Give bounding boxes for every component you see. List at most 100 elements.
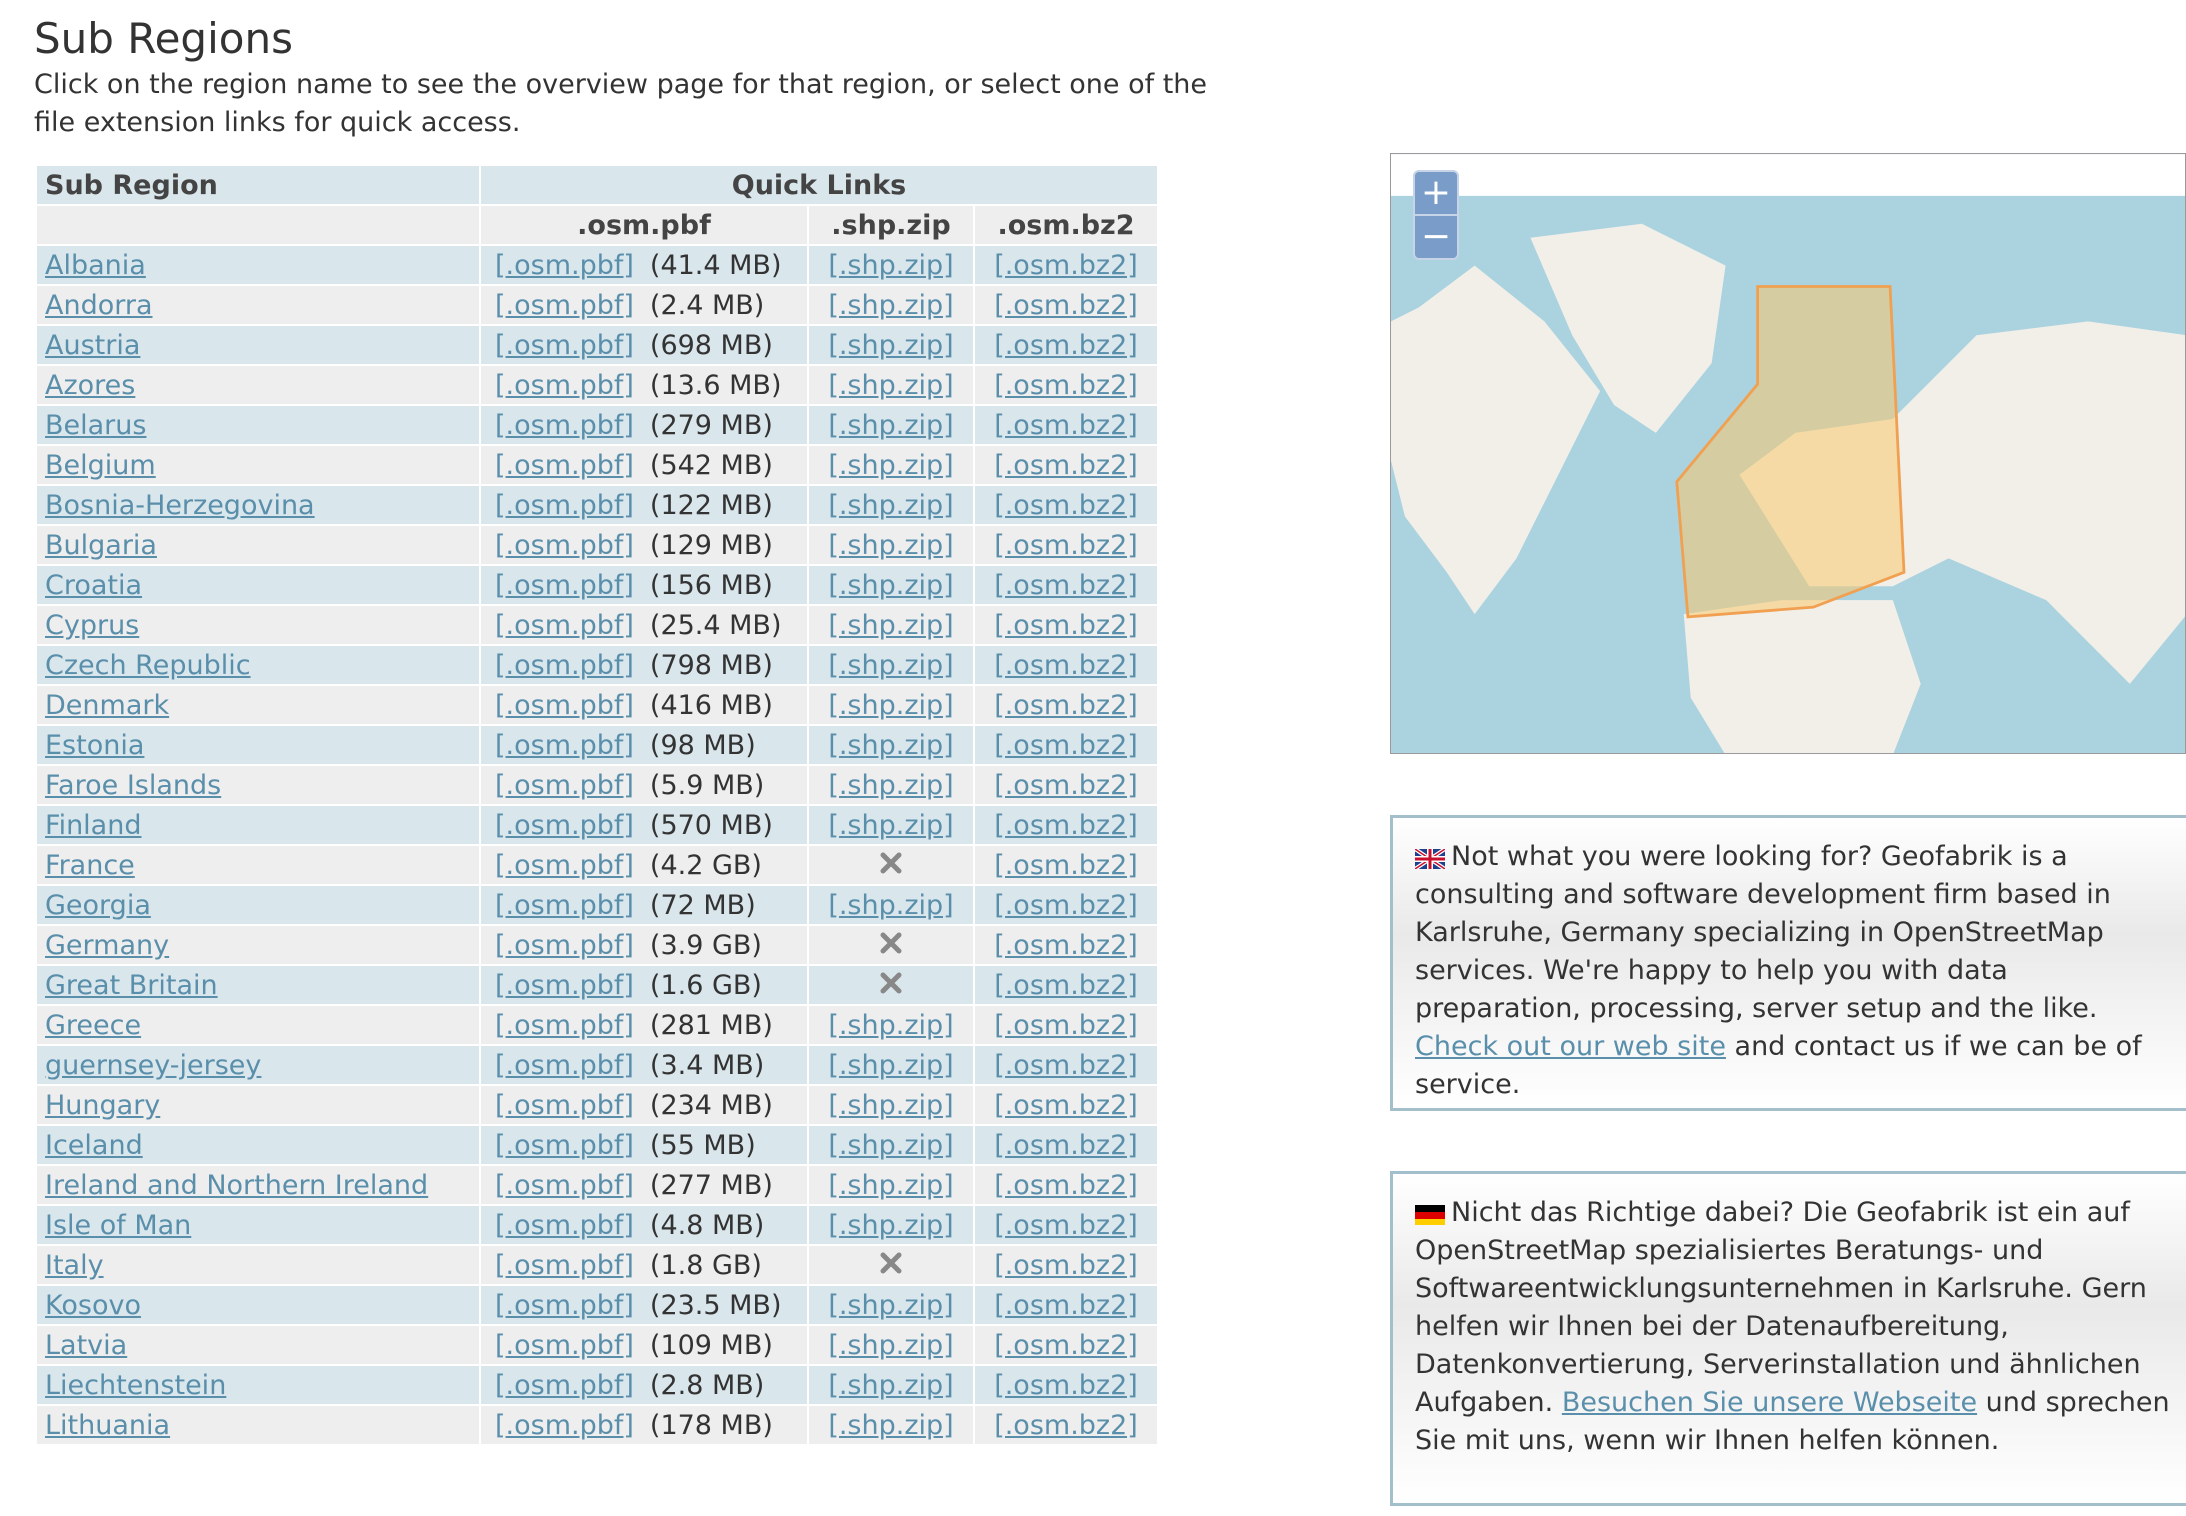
shp-link[interactable]: [.shp.zip] — [828, 1409, 954, 1441]
bz2-link[interactable]: [.osm.bz2] — [994, 1129, 1138, 1161]
pbf-link[interactable]: [.osm.pbf] — [495, 889, 634, 921]
info-link[interactable]: Check out our web site — [1415, 1031, 1726, 1062]
bz2-link[interactable]: [.osm.bz2] — [994, 1289, 1138, 1321]
shp-link[interactable]: [.shp.zip] — [828, 1009, 954, 1041]
region-link[interactable]: Estonia — [45, 729, 145, 761]
shp-link[interactable]: [.shp.zip] — [828, 1369, 954, 1401]
pbf-link[interactable]: [.osm.pbf] — [495, 1049, 634, 1081]
shp-link[interactable]: [.shp.zip] — [828, 289, 954, 321]
pbf-link[interactable]: [.osm.pbf] — [495, 569, 634, 601]
region-link[interactable]: Liechtenstein — [45, 1369, 227, 1401]
bz2-link[interactable]: [.osm.bz2] — [994, 249, 1138, 281]
shp-link[interactable]: [.shp.zip] — [828, 889, 954, 921]
shp-link[interactable]: [.shp.zip] — [828, 1289, 954, 1321]
bz2-link[interactable]: [.osm.bz2] — [994, 529, 1138, 561]
bz2-link[interactable]: [.osm.bz2] — [994, 1209, 1138, 1241]
pbf-link[interactable]: [.osm.pbf] — [495, 849, 634, 881]
shp-link[interactable]: [.shp.zip] — [828, 449, 954, 481]
region-link[interactable]: Hungary — [45, 1089, 161, 1121]
region-link[interactable]: Italy — [45, 1249, 104, 1281]
region-link[interactable]: Belarus — [45, 409, 147, 441]
region-link[interactable]: Great Britain — [45, 969, 218, 1001]
pbf-link[interactable]: [.osm.pbf] — [495, 809, 634, 841]
pbf-link[interactable]: [.osm.pbf] — [495, 1129, 634, 1161]
bz2-link[interactable]: [.osm.bz2] — [994, 1369, 1138, 1401]
bz2-link[interactable]: [.osm.bz2] — [994, 409, 1138, 441]
pbf-link[interactable]: [.osm.pbf] — [495, 329, 634, 361]
shp-link[interactable]: [.shp.zip] — [828, 769, 954, 801]
region-link[interactable]: Lithuania — [45, 1409, 171, 1441]
bz2-link[interactable]: [.osm.bz2] — [994, 1169, 1138, 1201]
bz2-link[interactable]: [.osm.bz2] — [994, 1329, 1138, 1361]
bz2-link[interactable]: [.osm.bz2] — [994, 729, 1138, 761]
zoom-in[interactable]: + — [1413, 170, 1459, 216]
shp-link[interactable]: [.shp.zip] — [828, 1209, 954, 1241]
region-link[interactable]: Latvia — [45, 1329, 128, 1361]
pbf-link[interactable]: [.osm.pbf] — [495, 289, 634, 321]
bz2-link[interactable]: [.osm.bz2] — [994, 1089, 1138, 1121]
bz2-link[interactable]: [.osm.bz2] — [994, 1409, 1138, 1441]
region-link[interactable]: Ireland and Northern Ireland — [45, 1169, 429, 1201]
shp-link[interactable]: [.shp.zip] — [828, 649, 954, 681]
region-link[interactable]: Iceland — [45, 1129, 143, 1161]
region-link[interactable]: France — [45, 849, 135, 881]
bz2-link[interactable]: [.osm.bz2] — [994, 689, 1138, 721]
pbf-link[interactable]: [.osm.pbf] — [495, 449, 634, 481]
pbf-link[interactable]: [.osm.pbf] — [495, 1409, 634, 1441]
shp-link[interactable]: [.shp.zip] — [828, 569, 954, 601]
region-link[interactable]: Germany — [45, 929, 170, 961]
pbf-link[interactable]: [.osm.pbf] — [495, 769, 634, 801]
pbf-link[interactable]: [.osm.pbf] — [495, 689, 634, 721]
pbf-link[interactable]: [.osm.pbf] — [495, 649, 634, 681]
bz2-link[interactable]: [.osm.bz2] — [994, 609, 1138, 641]
shp-link[interactable]: [.shp.zip] — [828, 329, 954, 361]
pbf-link[interactable]: [.osm.pbf] — [495, 1329, 634, 1361]
zoom-out[interactable]: − — [1413, 214, 1459, 260]
region-link[interactable]: Georgia — [45, 889, 151, 921]
region-link[interactable]: Croatia — [45, 569, 143, 601]
bz2-link[interactable]: [.osm.bz2] — [994, 889, 1138, 921]
pbf-link[interactable]: [.osm.pbf] — [495, 1089, 634, 1121]
pbf-link[interactable]: [.osm.pbf] — [495, 409, 634, 441]
region-link[interactable]: Greece — [45, 1009, 142, 1041]
bz2-link[interactable]: [.osm.bz2] — [994, 649, 1138, 681]
region-link[interactable]: Belgium — [45, 449, 156, 481]
shp-link[interactable]: [.shp.zip] — [828, 809, 954, 841]
bz2-link[interactable]: [.osm.bz2] — [994, 489, 1138, 521]
region-link[interactable]: Faroe Islands — [45, 769, 222, 801]
bz2-link[interactable]: [.osm.bz2] — [994, 849, 1138, 881]
shp-link[interactable]: [.shp.zip] — [828, 489, 954, 521]
pbf-link[interactable]: [.osm.pbf] — [495, 1209, 634, 1241]
pbf-link[interactable]: [.osm.pbf] — [495, 489, 634, 521]
region-link[interactable]: Bosnia-Herzegovina — [45, 489, 315, 521]
bz2-link[interactable]: [.osm.bz2] — [994, 369, 1138, 401]
pbf-link[interactable]: [.osm.pbf] — [495, 1249, 634, 1281]
pbf-link[interactable]: [.osm.pbf] — [495, 1009, 634, 1041]
shp-link[interactable]: [.shp.zip] — [828, 729, 954, 761]
pbf-link[interactable]: [.osm.pbf] — [495, 529, 634, 561]
region-link[interactable]: Andorra — [45, 289, 153, 321]
region-link[interactable]: Austria — [45, 329, 141, 361]
bz2-link[interactable]: [.osm.bz2] — [994, 969, 1138, 1001]
region-link[interactable]: Bulgaria — [45, 529, 157, 561]
shp-link[interactable]: [.shp.zip] — [828, 1049, 954, 1081]
shp-link[interactable]: [.shp.zip] — [828, 1169, 954, 1201]
pbf-link[interactable]: [.osm.pbf] — [495, 249, 634, 281]
pbf-link[interactable]: [.osm.pbf] — [495, 1169, 634, 1201]
region-link[interactable]: Kosovo — [45, 1289, 141, 1321]
shp-link[interactable]: [.shp.zip] — [828, 689, 954, 721]
bz2-link[interactable]: [.osm.bz2] — [994, 1049, 1138, 1081]
pbf-link[interactable]: [.osm.pbf] — [495, 929, 634, 961]
region-link[interactable]: Czech Republic — [45, 649, 251, 681]
pbf-link[interactable]: [.osm.pbf] — [495, 609, 634, 641]
region-link[interactable]: Azores — [45, 369, 136, 401]
pbf-link[interactable]: [.osm.pbf] — [495, 369, 634, 401]
bz2-link[interactable]: [.osm.bz2] — [994, 449, 1138, 481]
pbf-link[interactable]: [.osm.pbf] — [495, 1289, 634, 1321]
pbf-link[interactable]: [.osm.pbf] — [495, 729, 634, 761]
region-link[interactable]: guernsey-jersey — [45, 1049, 262, 1081]
region-link[interactable]: Albania — [45, 249, 146, 281]
shp-link[interactable]: [.shp.zip] — [828, 409, 954, 441]
bz2-link[interactable]: [.osm.bz2] — [994, 809, 1138, 841]
region-link[interactable]: Finland — [45, 809, 142, 841]
